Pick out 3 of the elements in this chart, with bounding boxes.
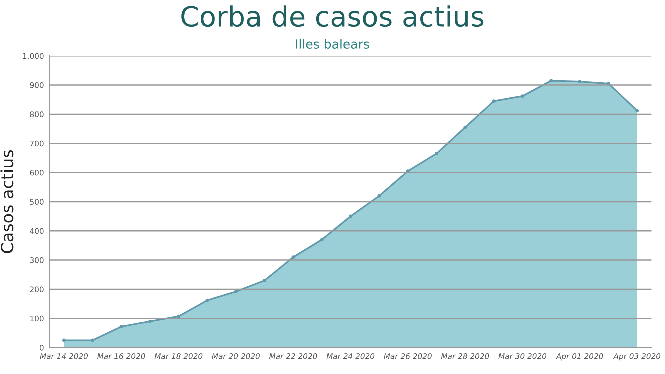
chart-subtitle: Illes balears: [296, 39, 370, 49]
y-axis-title: Casos actius: [0, 150, 14, 254]
chart-title: Corba de casos actius: [182, 6, 484, 28]
